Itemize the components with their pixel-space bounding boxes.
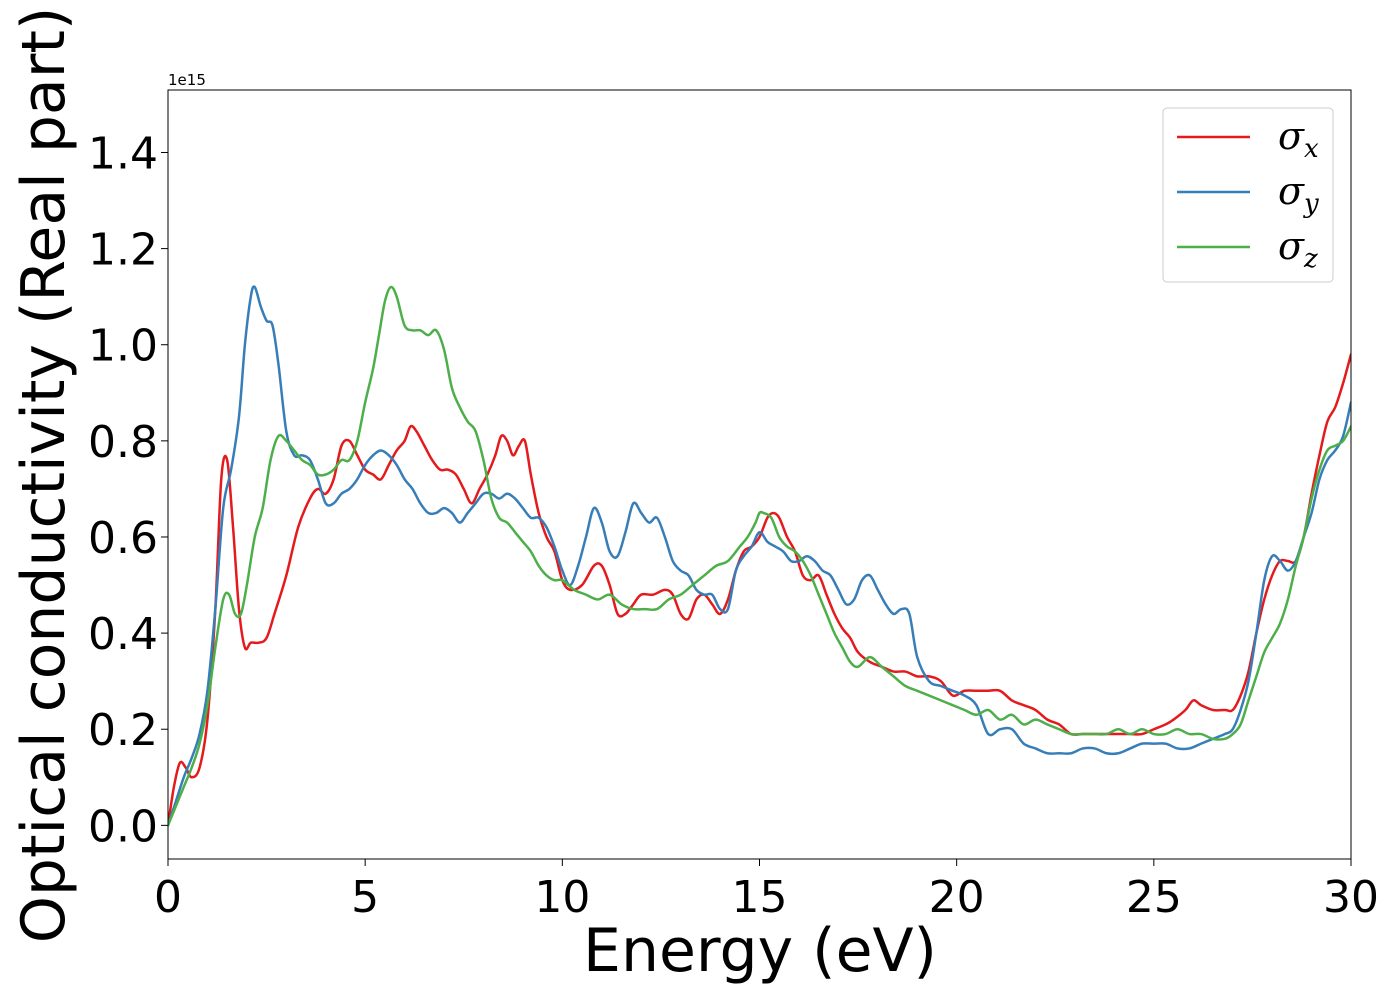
y-tick-label: 0.0 — [88, 801, 158, 852]
x-tick-label: 25 — [1126, 872, 1182, 923]
series-line-y — [168, 285, 1351, 827]
x-tick-label: 15 — [732, 872, 788, 923]
y-tick-label: 0.6 — [88, 513, 158, 564]
series-line-x — [168, 353, 1351, 827]
y-tick-label: 0.8 — [88, 417, 158, 468]
y-tick-label: 1.4 — [88, 128, 158, 179]
x-tick-label: 30 — [1323, 872, 1379, 923]
legend-symbol: σ — [1278, 169, 1305, 213]
legend-symbol: σ — [1278, 224, 1305, 268]
x-axis-ticks: 0 5 10 15 20 25 30 — [154, 859, 1379, 923]
legend-box — [1162, 107, 1334, 283]
legend-subscript: y — [1303, 189, 1319, 219]
x-tick-label: 0 — [154, 872, 182, 923]
y-axis-ticks: 0.0 0.2 0.4 0.6 0.8 1.0 1.2 1.4 — [88, 128, 168, 852]
legend-label-y: σy — [1278, 169, 1319, 219]
y-axis-title: Optical conductivity (Real part) — [9, 7, 79, 944]
legend-subscript: z — [1303, 244, 1318, 274]
series-layer — [168, 285, 1351, 827]
x-tick-label: 10 — [534, 872, 590, 923]
x-tick-label: 5 — [351, 872, 379, 923]
legend-label-z: σz — [1278, 224, 1318, 274]
y-axis-offset-text: 1e15 — [168, 71, 206, 89]
x-axis-title: Energy (eV) — [583, 916, 937, 986]
y-tick-label: 1.2 — [88, 225, 158, 276]
y-tick-label: 0.2 — [88, 705, 158, 756]
legend-subscript: x — [1304, 134, 1319, 164]
y-tick-label: 0.4 — [88, 609, 158, 660]
x-tick-label: 20 — [929, 872, 985, 923]
y-tick-label: 1.0 — [88, 321, 158, 372]
legend-symbol: σ — [1278, 114, 1305, 158]
series-line-z — [168, 285, 1351, 827]
legend-label-x: σx — [1278, 114, 1319, 164]
